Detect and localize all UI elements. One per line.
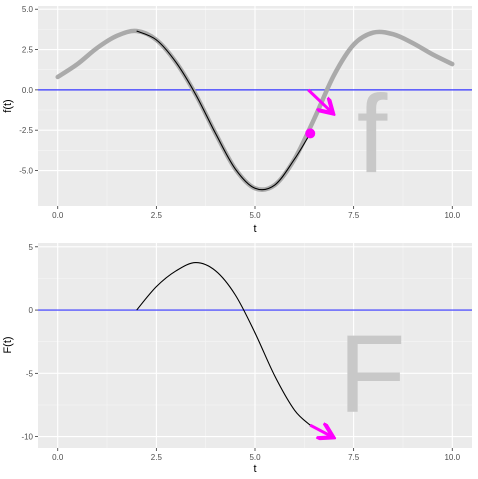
x-tick-label: 2.5: [151, 453, 163, 462]
panel-f: f 0.0 2.5 5.0 7.5 10.0 5.0 2.5 0.0 -2.5 -5.0 t f…: [2, 5, 472, 235]
y-tick-label: 2.5: [22, 46, 34, 55]
x-tick-label: 0.0: [52, 211, 64, 220]
curve-segment-f: [136, 30, 311, 191]
x-tick-label: 5.0: [249, 211, 261, 220]
x-tick-label: 7.5: [348, 211, 360, 220]
x-tick-label: 0.0: [52, 453, 64, 462]
x-tick-label: 10.0: [444, 211, 460, 220]
y-tick-label: -2.5: [19, 126, 33, 135]
x-tick-label: 5.0: [249, 453, 261, 462]
direction-arrow-f: [307, 88, 332, 113]
y-ticks-f: 5.0 2.5 0.0 -2.5 -5.0: [19, 5, 38, 176]
current-point-marker: [305, 128, 316, 139]
y-tick-label: -5: [26, 369, 34, 378]
x-axis-label-F: t: [253, 463, 256, 475]
y-ticks-F: 5 0 -5 -10: [21, 243, 38, 442]
y-tick-label: 5.0: [22, 5, 34, 14]
watermark-F: F: [338, 313, 405, 436]
x-ticks-F: 0.0 2.5 5.0 7.5 10.0: [52, 448, 461, 462]
y-axis-label-F: F(t): [2, 336, 14, 353]
x-tick-label: 10.0: [444, 453, 460, 462]
watermark-f: f: [357, 73, 388, 196]
x-axis-label-f: t: [253, 223, 256, 235]
y-axis-label-f: f(t): [2, 99, 14, 112]
y-tick-label: 0: [29, 306, 34, 315]
y-tick-label: -10: [21, 433, 33, 442]
y-tick-label: 0.0: [22, 86, 34, 95]
x-tick-label: 2.5: [151, 211, 163, 220]
curve-integral-F: [136, 262, 311, 426]
x-tick-label: 7.5: [348, 453, 360, 462]
grid-major-F: [38, 243, 472, 448]
direction-arrow-F: [309, 425, 332, 436]
y-tick-label: -5.0: [19, 167, 33, 176]
panel-F: F 0.0 2.5 5.0 7.5 10.0 5 0 -5 -10 t F(t): [2, 243, 472, 475]
y-tick-label: 5: [29, 243, 34, 252]
x-ticks-f: 0.0 2.5 5.0 7.5 10.0: [52, 206, 461, 220]
